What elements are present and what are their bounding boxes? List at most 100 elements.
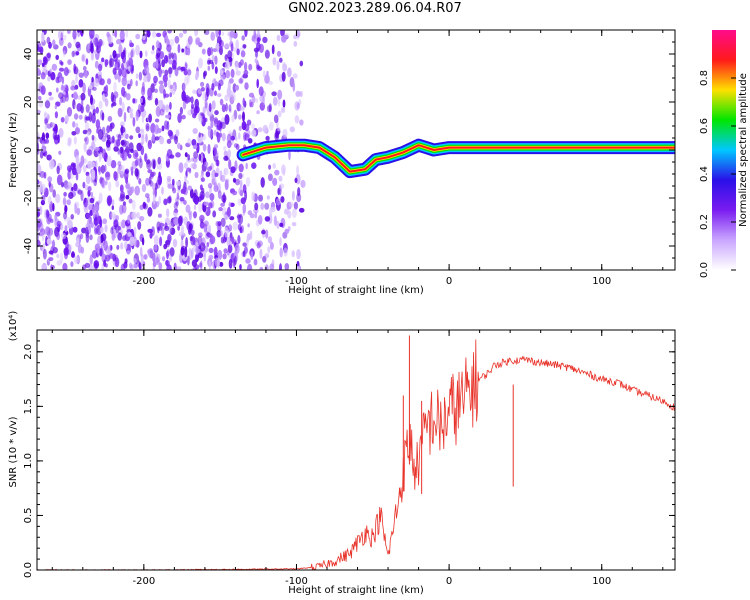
noise-speckle <box>135 44 141 56</box>
noise-speckle <box>200 177 205 182</box>
noise-speckle <box>55 101 61 107</box>
noise-speckle <box>168 73 172 78</box>
noise-speckle <box>129 236 135 247</box>
x-tick-label: 100 <box>592 576 611 587</box>
noise-speckle <box>284 228 290 234</box>
noise-speckle <box>108 58 112 68</box>
noise-speckle <box>108 181 112 192</box>
noise-speckle <box>296 249 301 260</box>
noise-speckle <box>75 171 79 181</box>
noise-speckle <box>251 191 256 202</box>
noise-speckle <box>150 50 155 55</box>
noise-speckle <box>127 232 132 237</box>
noise-speckle <box>163 198 168 206</box>
noise-speckle <box>125 133 129 139</box>
noise-speckle <box>281 71 286 82</box>
noise-speckle <box>120 242 124 250</box>
noise-speckle <box>139 204 144 210</box>
noise-speckle <box>179 196 185 202</box>
noise-speckle <box>125 194 130 200</box>
noise-speckle <box>116 244 120 250</box>
noise-speckle <box>159 136 165 145</box>
noise-speckle <box>221 194 227 203</box>
noise-speckle <box>217 249 223 260</box>
noise-speckle <box>140 128 144 134</box>
noise-speckle <box>74 104 77 109</box>
noise-speckle <box>113 81 117 93</box>
noise-speckle <box>245 162 248 170</box>
noise-speckle <box>288 201 294 208</box>
noise-speckle <box>258 86 264 97</box>
noise-speckle <box>229 30 235 38</box>
noise-speckle <box>64 184 70 190</box>
noise-speckle <box>237 223 242 231</box>
noise-speckle <box>277 110 282 118</box>
noise-speckle <box>85 104 90 113</box>
noise-speckle <box>186 167 192 172</box>
noise-speckle <box>157 174 162 186</box>
noise-speckle <box>220 217 226 227</box>
noise-speckle <box>251 123 255 130</box>
noise-speckle <box>103 259 106 267</box>
noise-speckle <box>184 152 188 158</box>
noise-speckle <box>262 70 266 78</box>
noise-speckle <box>44 209 47 219</box>
noise-speckle <box>166 196 172 204</box>
noise-speckle <box>115 53 121 58</box>
noise-speckle <box>73 255 80 264</box>
noise-speckle <box>105 139 111 148</box>
noise-speckle <box>214 55 218 65</box>
noise-speckle <box>296 165 300 176</box>
noise-speckle <box>105 180 108 185</box>
noise-speckle <box>256 242 261 249</box>
noise-speckle <box>126 250 131 255</box>
noise-speckle <box>178 32 184 38</box>
noise-speckle <box>294 115 300 124</box>
noise-speckle <box>146 72 151 83</box>
noise-speckle <box>167 30 172 34</box>
noise-speckle <box>230 68 235 78</box>
noise-speckle <box>72 167 77 176</box>
noise-speckle <box>151 131 155 142</box>
noise-speckle <box>181 114 186 120</box>
noise-speckle <box>116 38 122 45</box>
noise-speckle <box>93 143 97 150</box>
noise-speckle <box>83 142 87 152</box>
noise-speckle <box>51 239 56 250</box>
noise-speckle <box>219 261 224 267</box>
noise-speckle <box>266 70 269 76</box>
noise-speckle <box>279 183 285 189</box>
noise-speckle <box>259 94 265 103</box>
noise-speckle <box>60 86 66 91</box>
noise-speckle <box>153 235 159 246</box>
noise-speckle <box>273 114 279 124</box>
noise-speckle <box>208 254 214 260</box>
y-tick-label: -40 <box>23 238 34 254</box>
noise-speckle <box>218 30 221 36</box>
noise-speckle <box>72 30 77 40</box>
noise-speckle <box>187 35 193 45</box>
x-tick-label: 0 <box>446 276 452 287</box>
noise-speckle <box>251 95 256 104</box>
noise-speckle <box>93 78 100 87</box>
noise-speckle <box>199 221 205 229</box>
noise-speckle <box>140 97 143 104</box>
noise-speckle <box>227 50 233 59</box>
noise-speckle <box>83 197 88 208</box>
noise-speckle <box>292 73 298 79</box>
noise-speckle <box>200 153 204 164</box>
noise-speckle <box>105 254 111 262</box>
noise-speckle <box>117 107 123 118</box>
noise-speckle <box>86 131 91 136</box>
noise-speckle <box>48 257 54 262</box>
noise-speckle <box>234 136 238 141</box>
noise-speckle <box>292 81 296 92</box>
noise-speckle <box>110 211 116 220</box>
top-x-ticks: -200 -100 0 100 <box>51 30 664 287</box>
noise-speckle <box>42 248 47 260</box>
noise-speckle <box>40 72 46 80</box>
noise-speckle <box>110 160 117 169</box>
noise-speckle <box>177 142 181 150</box>
noise-speckle <box>287 67 292 78</box>
noise-speckle <box>75 51 80 56</box>
